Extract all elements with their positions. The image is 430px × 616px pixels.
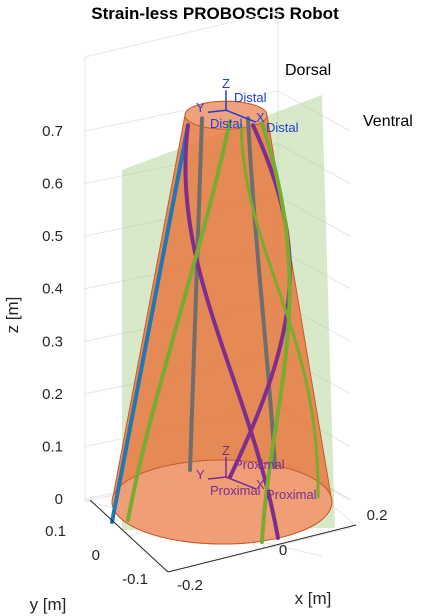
y-axis-label: y [m] [30,595,67,614]
z-tick-label: 0.4 [42,281,63,298]
dorsal-label: Dorsal [285,62,331,79]
frame-y-label: Y [196,100,205,115]
z-tick-label: 0.2 [42,386,63,403]
z-tick-label: 0.7 [42,123,63,140]
y-tick-label: -0.1 [122,571,148,588]
frame-z-label: Z [222,76,230,91]
frame-y-label: Y [196,467,205,482]
z-tick-labels: 0 0.1 0.2 0.3 0.4 0.5 0.6 0.7 [42,123,63,508]
ventral-label: Ventral [363,113,413,130]
frame-name-x: Distal [266,120,299,135]
y-tick-label: 0.1 [45,523,66,540]
frame-name-y: Distal [210,116,243,131]
frame-name-z: Distal [234,90,267,105]
y-tick-labels: -0.1 0 0.1 [45,523,148,588]
y-tick-label: 0 [92,547,100,564]
x-tick-label: 0.2 [367,507,388,524]
frame-name-z: Proximal [234,457,285,472]
frame-name-x: Proximal [266,487,317,502]
base-disc [112,460,332,544]
chart-title: Strain-less PROBOSCIS Robot [91,4,339,23]
frame-name-y: Proximal [210,483,261,498]
x-tick-label: 0 [279,542,287,559]
frame-x-label: X [256,110,265,125]
z-tick-label: 0 [55,491,63,508]
z-axis-label: z [m] [3,297,22,334]
x-tick-label: -0.2 [177,577,203,594]
z-tick-label: 0.1 [42,438,63,455]
z-tick-label: 0.5 [42,228,63,245]
z-tick-label: 0.3 [42,333,63,350]
z-tick-label: 0.6 [42,176,63,193]
x-axis-label: x [m] [295,589,332,608]
frame-z-label: Z [222,443,230,458]
